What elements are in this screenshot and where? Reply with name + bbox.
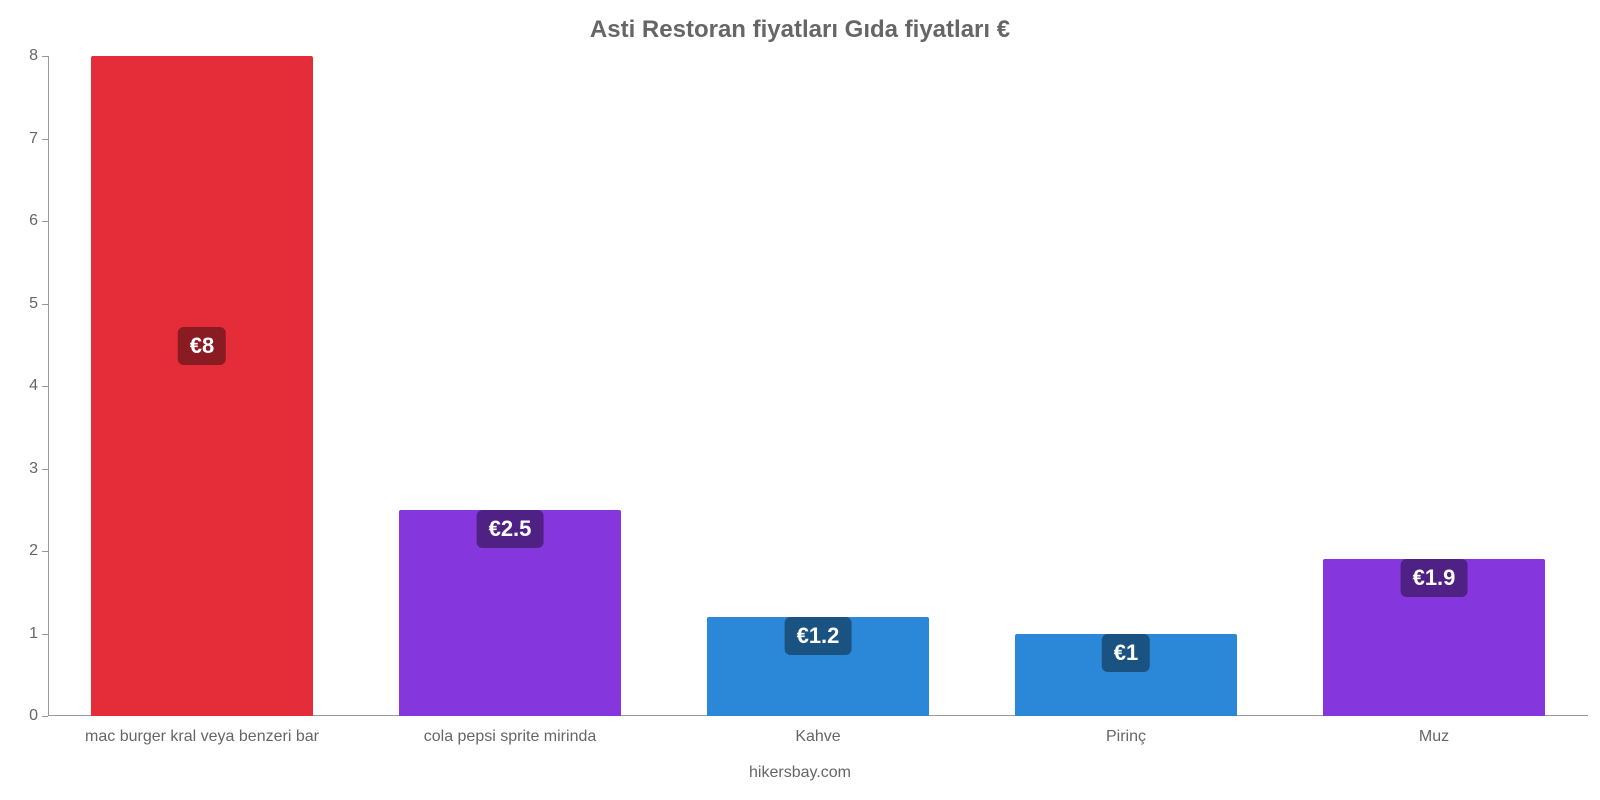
chart-footer: hikersbay.com xyxy=(0,764,1600,782)
bar xyxy=(91,56,313,716)
bar-slot: €1.9Muz xyxy=(1280,56,1588,716)
price-bar-chart: Asti Restoran fiyatları Gıda fiyatları €… xyxy=(0,0,1600,800)
value-badge: €1.9 xyxy=(1401,559,1468,597)
x-tick-label: mac burger kral veya benzeri bar xyxy=(85,716,319,746)
bar-slot: €1.2Kahve xyxy=(664,56,972,716)
bar-slot: €8mac burger kral veya benzeri bar xyxy=(48,56,356,716)
bar-group: €8mac burger kral veya benzeri bar€2.5co… xyxy=(48,56,1588,716)
y-tick-mark xyxy=(42,716,48,717)
value-badge: €2.5 xyxy=(477,510,544,548)
value-badge: €1 xyxy=(1102,634,1150,672)
chart-title: Asti Restoran fiyatları Gıda fiyatları € xyxy=(0,16,1600,44)
x-tick-label: Muz xyxy=(1419,716,1449,746)
bar-slot: €2.5cola pepsi sprite mirinda xyxy=(356,56,664,716)
x-tick-label: cola pepsi sprite mirinda xyxy=(424,716,597,746)
value-badge: €1.2 xyxy=(785,617,852,655)
x-tick-label: Pirinç xyxy=(1106,716,1146,746)
bar-slot: €1Pirinç xyxy=(972,56,1280,716)
value-badge: €8 xyxy=(178,327,226,365)
plot-area: 012345678 €8mac burger kral veya benzeri… xyxy=(48,56,1588,716)
x-tick-label: Kahve xyxy=(795,716,840,746)
